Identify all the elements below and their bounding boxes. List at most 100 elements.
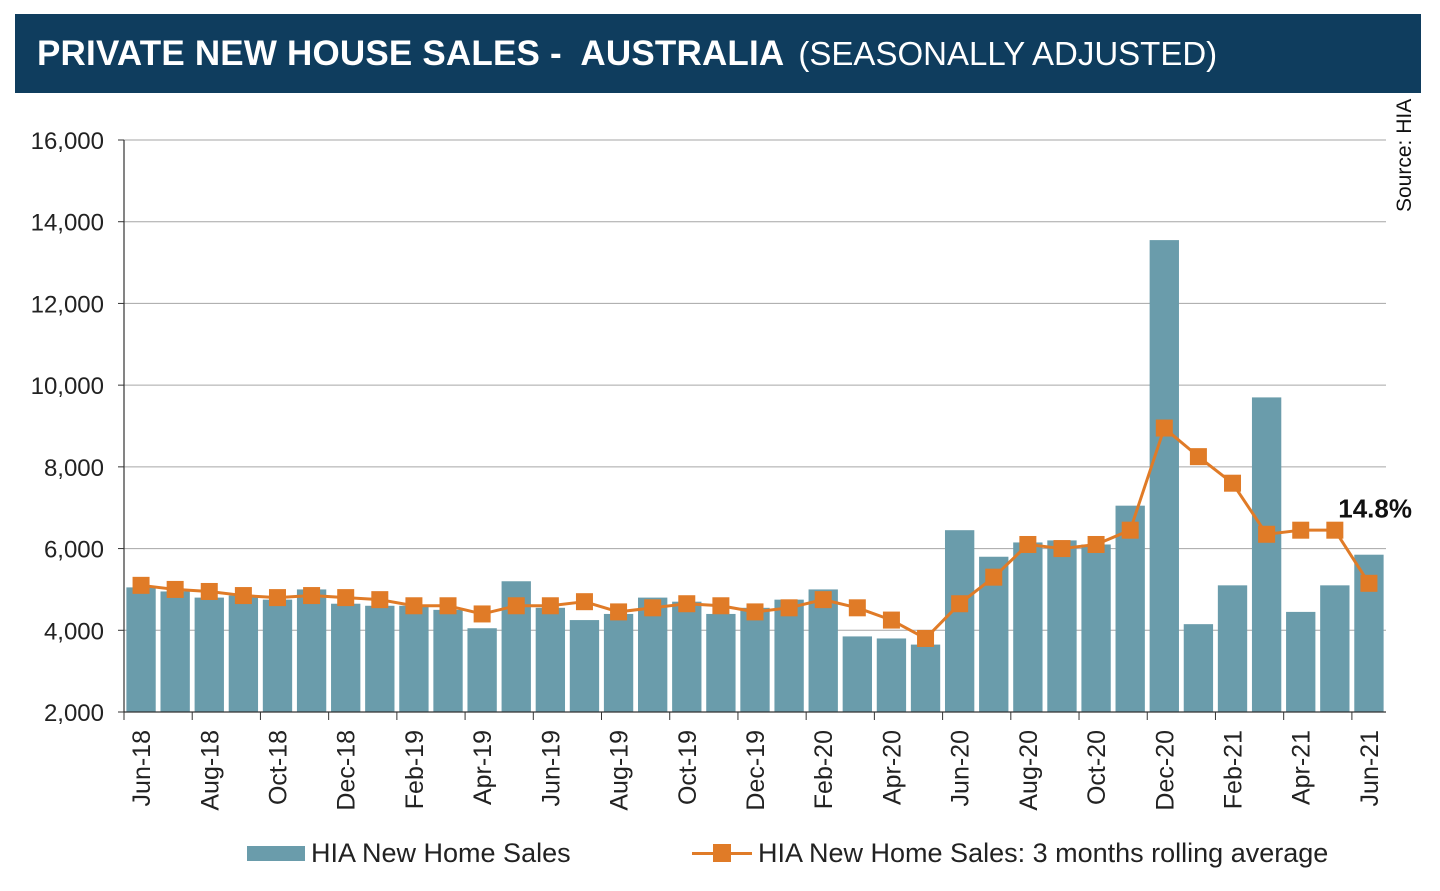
line-point — [1292, 521, 1310, 539]
x-tick-label: Jun-20 — [947, 730, 975, 806]
bar — [603, 613, 634, 712]
line-point — [678, 595, 696, 613]
x-tick-label: Oct-20 — [1083, 730, 1111, 805]
axes — [118, 139, 1386, 720]
bar — [160, 591, 190, 712]
x-tick-label: Apr-21 — [1288, 730, 1316, 805]
bar — [1081, 544, 1111, 712]
chart-subtitle: (SEASONALLY ADJUSTED) — [798, 34, 1218, 72]
line-point — [166, 580, 184, 598]
bar — [706, 613, 736, 712]
bar — [194, 597, 224, 712]
x-tick-label: Apr-20 — [878, 730, 906, 805]
y-axis-labels: 2,000 4,000 6,000 8,000 10,000 12,000 14,000 16… — [31, 128, 104, 727]
line-point — [1155, 419, 1173, 437]
x-tick-label: Jun-21 — [1356, 730, 1384, 806]
bar — [1149, 240, 1179, 712]
x-tick-label: Jun-18 — [128, 730, 156, 806]
bar — [910, 644, 941, 712]
line-point — [268, 589, 286, 607]
bar — [365, 605, 395, 712]
line-point — [1224, 474, 1242, 492]
bar — [569, 620, 600, 712]
legend-bar-swatch — [247, 845, 305, 861]
line-point — [303, 587, 321, 605]
bar — [262, 599, 293, 712]
line-point — [1053, 540, 1071, 558]
line-point — [1121, 521, 1139, 539]
x-tick-label: Aug-19 — [606, 730, 634, 811]
bar — [1251, 397, 1282, 712]
y-tick-label: 14,000 — [31, 210, 104, 237]
legend-label-line: HIA New Home Sales: 3 months rolling ave… — [758, 837, 1329, 868]
line-point — [746, 603, 764, 621]
x-tick-label: Dec-20 — [1151, 730, 1179, 811]
line-point — [132, 576, 150, 594]
line-point — [610, 603, 628, 621]
bar — [1183, 624, 1214, 712]
line-point — [1258, 525, 1276, 543]
y-tick-label: 12,000 — [31, 291, 104, 318]
source-note: Source: HIA — [1393, 99, 1416, 212]
bar — [535, 607, 566, 712]
line-point — [371, 591, 389, 609]
line-point — [882, 611, 900, 629]
line-point — [985, 568, 1003, 586]
bar — [399, 605, 429, 712]
bar — [1286, 611, 1316, 712]
y-tick-label: 10,000 — [31, 373, 104, 400]
x-tick-label: Aug-20 — [1015, 730, 1043, 811]
bar-series — [126, 240, 1384, 712]
bar — [467, 628, 497, 712]
bar — [774, 599, 804, 712]
y-tick-label: 4,000 — [44, 618, 104, 645]
x-tick-label: Aug-18 — [196, 730, 224, 811]
gridlines — [124, 139, 1386, 631]
y-tick-label: 6,000 — [44, 537, 104, 564]
bar — [1013, 542, 1043, 712]
bar — [740, 607, 770, 712]
legend-item-line: HIA New Home Sales: 3 months rolling ave… — [692, 835, 1328, 871]
bar — [1217, 585, 1248, 712]
line-point — [541, 597, 559, 615]
line-point — [712, 597, 730, 615]
bar — [228, 595, 259, 712]
line-point — [951, 595, 969, 613]
bar — [672, 601, 702, 712]
line-point — [1189, 448, 1207, 466]
bar — [638, 597, 668, 712]
line-point — [814, 591, 832, 609]
line-point — [405, 597, 423, 615]
x-tick-label: Feb-19 — [401, 730, 429, 809]
x-tick-label: Oct-18 — [264, 730, 292, 805]
line-series — [132, 419, 1378, 647]
line-point — [780, 599, 798, 617]
line-point — [575, 593, 593, 611]
line-point — [644, 599, 662, 617]
bar — [296, 589, 327, 712]
bar — [1047, 540, 1077, 712]
x-tick-label: Jun-19 — [537, 730, 565, 806]
bar — [842, 636, 872, 712]
bar — [808, 589, 838, 712]
annotation-label: 14.8% — [1338, 493, 1412, 523]
bar — [1115, 505, 1145, 712]
line-point — [473, 605, 491, 623]
line-point — [917, 629, 935, 647]
x-tick-label: Dec-18 — [333, 730, 361, 811]
y-tick-label: 2,000 — [44, 700, 104, 727]
line-point — [1087, 535, 1105, 553]
line-point — [1360, 574, 1378, 592]
line-point — [439, 597, 457, 615]
x-axis-labels: Jun-18 Aug-18 Oct-18 Dec-18 Feb-19 Apr-19 Jun-… — [128, 730, 1384, 811]
bar — [331, 603, 361, 712]
legend-line-swatch — [692, 841, 752, 865]
x-tick-label: Oct-19 — [674, 730, 702, 805]
x-tick-label: Feb-20 — [810, 730, 838, 809]
line-point — [848, 599, 866, 617]
bar — [944, 530, 975, 712]
line-point — [234, 587, 252, 605]
y-tick-label: 16,000 — [31, 128, 104, 155]
line-point — [1326, 521, 1344, 539]
